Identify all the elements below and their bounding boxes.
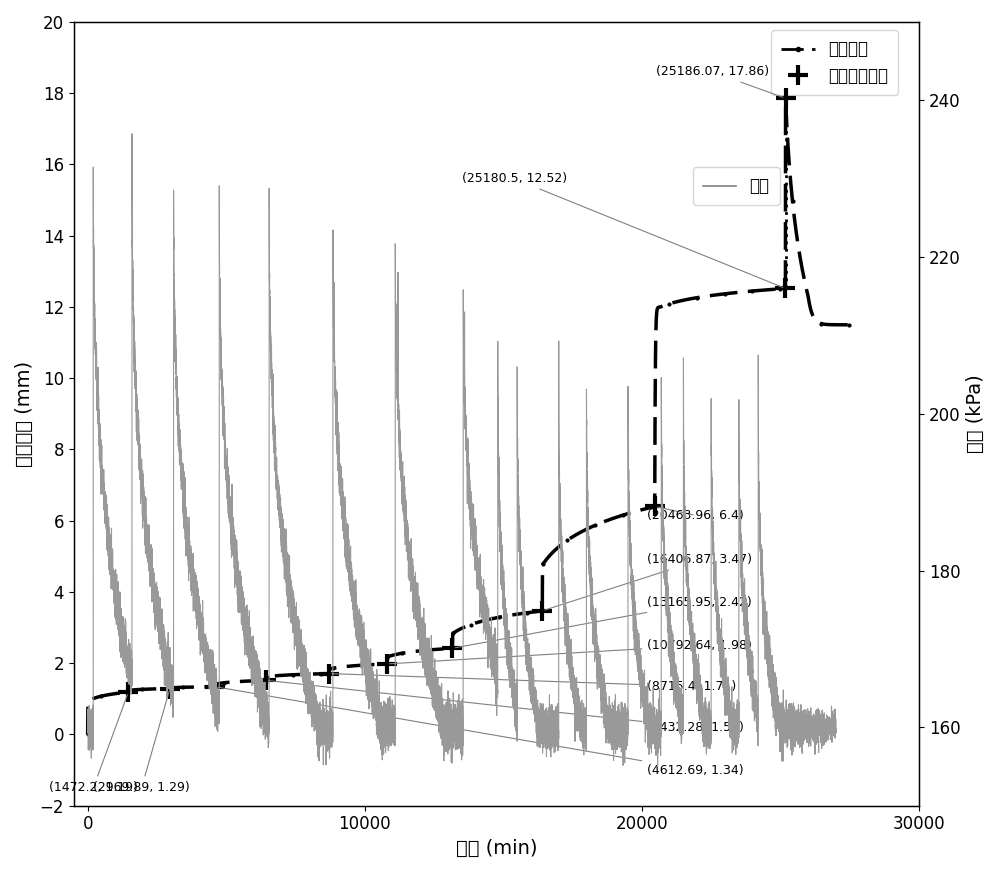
Text: (8715.4, 1.71): (8715.4, 1.71) <box>332 674 737 693</box>
Text: (13165.95, 2.42): (13165.95, 2.42) <box>455 596 752 648</box>
Text: (16406.87, 3.47): (16406.87, 3.47) <box>545 553 752 610</box>
Text: (25180.5, 12.52): (25180.5, 12.52) <box>462 172 783 287</box>
Text: (2969.89, 1.29): (2969.89, 1.29) <box>93 691 190 794</box>
Text: (10792.64, 1.98): (10792.64, 1.98) <box>389 639 752 663</box>
Text: (6432.28, 1.52): (6432.28, 1.52) <box>269 681 744 734</box>
Legend: 围压: 围压 <box>693 168 780 205</box>
Y-axis label: 竖向变形 (mm): 竖向变形 (mm) <box>15 361 34 467</box>
X-axis label: 时间 (min): 时间 (min) <box>456 839 537 858</box>
Text: (25186.07, 17.86): (25186.07, 17.86) <box>656 65 783 97</box>
Text: (1472.2, 1.19): (1472.2, 1.19) <box>49 695 138 794</box>
Text: (20463.96, 6.4): (20463.96, 6.4) <box>647 507 744 522</box>
Text: (4612.69, 1.34): (4612.69, 1.34) <box>218 687 744 777</box>
Y-axis label: 围压 (kPa): 围压 (kPa) <box>966 375 985 453</box>
